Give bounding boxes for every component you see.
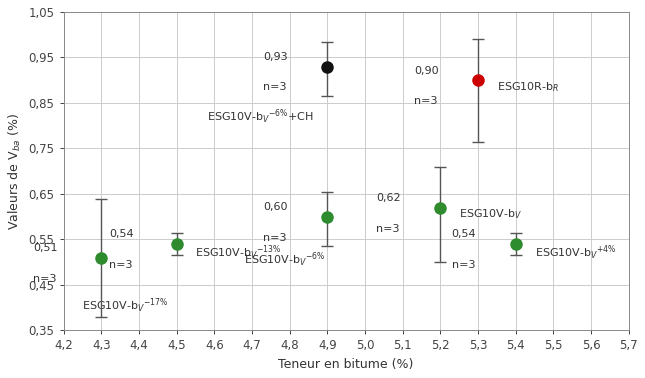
Text: n=3: n=3 bbox=[414, 96, 437, 106]
Text: ESG10R-b$_R$: ESG10R-b$_R$ bbox=[497, 80, 559, 94]
Y-axis label: Valeurs de V$_{ba}$ (%): Valeurs de V$_{ba}$ (%) bbox=[7, 113, 23, 230]
Text: ESG10V-b$_V$$^{-6\%}$+CH: ESG10V-b$_V$$^{-6\%}$+CH bbox=[207, 107, 313, 126]
Text: 0,51: 0,51 bbox=[34, 243, 58, 253]
Text: 0,54: 0,54 bbox=[109, 229, 134, 240]
Text: 0,60: 0,60 bbox=[263, 202, 288, 212]
X-axis label: Teneur en bitume (%): Teneur en bitume (%) bbox=[279, 358, 414, 371]
Text: 0,54: 0,54 bbox=[451, 229, 476, 240]
Text: ESG10V-b$_V$$^{-13\%}$: ESG10V-b$_V$$^{-13\%}$ bbox=[195, 244, 283, 262]
Text: n=3: n=3 bbox=[376, 223, 400, 234]
Text: ESG10V-b$_V$: ESG10V-b$_V$ bbox=[459, 208, 522, 222]
Text: 0,90: 0,90 bbox=[414, 66, 439, 76]
Text: 0,62: 0,62 bbox=[376, 193, 401, 203]
Text: n=3: n=3 bbox=[263, 82, 287, 93]
Text: ESG10V-b$_V$$^{+4\%}$: ESG10V-b$_V$$^{+4\%}$ bbox=[535, 244, 617, 262]
Text: n=3: n=3 bbox=[109, 260, 132, 270]
Text: n=3: n=3 bbox=[451, 260, 475, 270]
Text: n=3: n=3 bbox=[263, 232, 287, 243]
Text: ESG10V-b$_V$$^{-6\%}$: ESG10V-b$_V$$^{-6\%}$ bbox=[244, 251, 326, 269]
Text: n=3: n=3 bbox=[34, 274, 57, 284]
Text: ESG10V-b$_V$$^{-17\%}$: ESG10V-b$_V$$^{-17\%}$ bbox=[83, 296, 169, 315]
Text: 0,93: 0,93 bbox=[263, 52, 288, 62]
